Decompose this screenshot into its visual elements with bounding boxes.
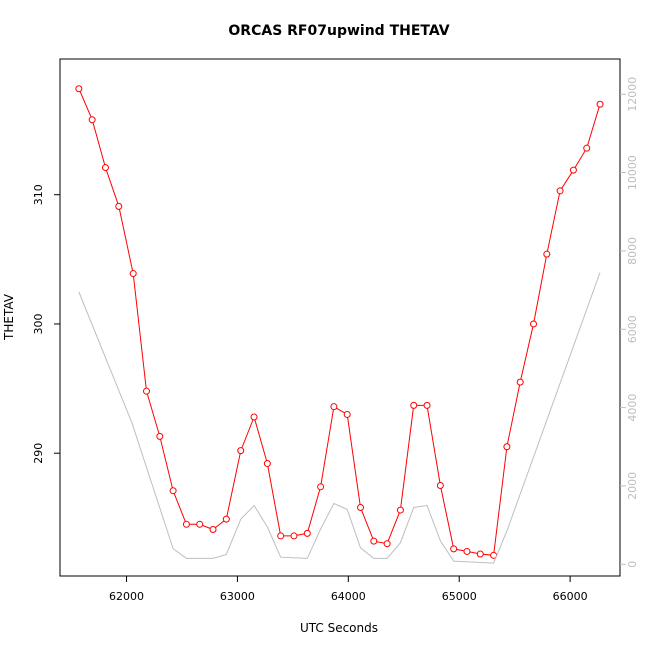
data-point xyxy=(196,520,204,528)
data-point xyxy=(343,410,351,418)
y-tick-label: 300 xyxy=(32,313,45,334)
data-point xyxy=(423,401,431,409)
chart-title: ORCAS RF07upwind THETAV xyxy=(228,23,449,39)
data-point xyxy=(156,432,164,440)
data-point xyxy=(115,202,123,210)
series-line-right xyxy=(78,272,601,564)
data-point xyxy=(142,387,150,395)
data-point xyxy=(463,547,471,555)
y-tick-label: 310 xyxy=(32,184,45,205)
data-point xyxy=(569,166,577,174)
data-point xyxy=(317,483,325,491)
x-tick-label: 65000 xyxy=(442,590,477,603)
data-point xyxy=(357,503,365,511)
series-layer xyxy=(75,85,604,564)
data-point xyxy=(250,413,258,421)
data-point xyxy=(436,482,444,490)
y-axis-label: THETAV xyxy=(2,293,16,341)
data-point xyxy=(583,144,591,152)
data-point xyxy=(277,532,285,540)
data-point xyxy=(237,447,245,455)
data-point xyxy=(330,403,338,411)
y2-tick-label: 10000 xyxy=(626,155,639,190)
y-tick-label: 290 xyxy=(32,443,45,464)
data-point xyxy=(129,270,137,278)
data-point xyxy=(596,100,604,108)
data-point xyxy=(169,487,177,495)
x-axis-ticks: 62000 63000 64000 65000 66000 xyxy=(109,576,588,603)
data-point xyxy=(370,537,378,545)
data-point xyxy=(516,378,524,386)
data-point xyxy=(503,443,511,451)
data-point xyxy=(410,401,418,409)
x-tick-label: 63000 xyxy=(220,590,255,603)
data-point xyxy=(556,187,564,195)
y2-tick-label: 8000 xyxy=(626,237,639,265)
plot-frame xyxy=(59,58,621,577)
y2-tick-label: 6000 xyxy=(626,315,639,343)
series-line-left xyxy=(78,88,601,556)
data-point xyxy=(88,116,96,124)
data-point xyxy=(476,550,484,558)
y2-tick-label: 4000 xyxy=(626,394,639,422)
y-axis-ticks: 290 300 310 xyxy=(32,184,60,464)
data-point xyxy=(290,532,298,540)
x-tick-label: 62000 xyxy=(109,590,144,603)
data-point xyxy=(101,164,109,172)
data-point xyxy=(396,506,404,514)
data-point xyxy=(263,460,271,468)
data-point xyxy=(303,529,311,537)
data-point xyxy=(222,515,230,523)
data-point xyxy=(383,540,391,548)
data-point xyxy=(182,520,190,528)
y2-tick-label: 2000 xyxy=(626,472,639,500)
y2-tick-label: 12000 xyxy=(626,77,639,112)
y2-tick-label: 0 xyxy=(626,561,639,568)
x-axis-label: UTC Seconds xyxy=(300,621,378,635)
data-point xyxy=(530,320,538,328)
data-point xyxy=(450,545,458,553)
x-tick-label: 64000 xyxy=(331,590,366,603)
data-point xyxy=(209,525,217,533)
y2-axis-ticks: 0 2000 4000 6000 8000 10000 12000 xyxy=(620,77,639,568)
data-point xyxy=(543,250,551,258)
data-point xyxy=(75,85,83,93)
x-tick-label: 66000 xyxy=(553,590,588,603)
